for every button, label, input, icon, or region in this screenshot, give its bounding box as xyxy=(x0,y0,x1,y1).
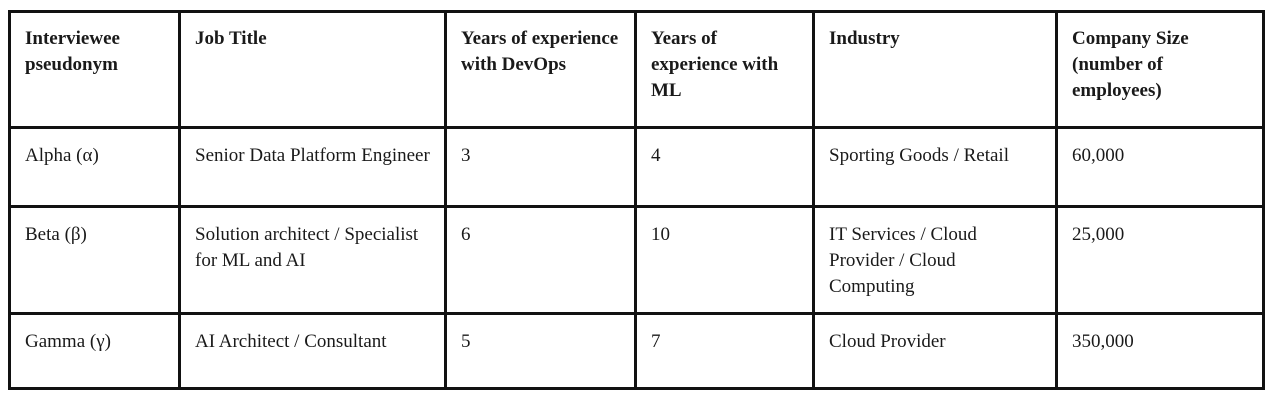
cell-years-ml: 7 xyxy=(634,312,815,390)
cell-job-title: Senior Data Platform Engineer xyxy=(178,126,447,208)
table-row: Beta (β) Solution architect / Specialist… xyxy=(8,205,1265,315)
cell-job-title: Solution architect / Specialist for ML a… xyxy=(178,205,447,315)
cell-years-ml: 4 xyxy=(634,126,815,208)
cell-years-devops: 6 xyxy=(444,205,637,315)
cell-pseudonym: Beta (β) xyxy=(8,205,181,315)
header-row: Interviewee pseudonym Job Title Years of… xyxy=(8,10,1265,129)
cell-years-ml: 10 xyxy=(634,205,815,315)
header-years-devops: Years of experience with DevOps xyxy=(444,10,637,129)
table-row: Alpha (α) Senior Data Platform Engineer … xyxy=(8,126,1265,208)
cell-pseudonym: Alpha (α) xyxy=(8,126,181,208)
cell-industry: Sporting Goods / Retail xyxy=(812,126,1058,208)
cell-job-title: AI Architect / Consultant xyxy=(178,312,447,390)
interviewee-table: Interviewee pseudonym Job Title Years of… xyxy=(8,10,1265,390)
table-row: Gamma (γ) AI Architect / Consultant 5 7 … xyxy=(8,312,1265,390)
cell-company-size: 60,000 xyxy=(1055,126,1265,208)
header-industry: Industry xyxy=(812,10,1058,129)
cell-industry: IT Services / Cloud Provider / Cloud Com… xyxy=(812,205,1058,315)
cell-pseudonym: Gamma (γ) xyxy=(8,312,181,390)
cell-years-devops: 3 xyxy=(444,126,637,208)
cell-company-size: 25,000 xyxy=(1055,205,1265,315)
cell-company-size: 350,000 xyxy=(1055,312,1265,390)
header-company-size: Company Size (number of employees) xyxy=(1055,10,1265,129)
cell-years-devops: 5 xyxy=(444,312,637,390)
header-years-ml: Years of experience with ML xyxy=(634,10,815,129)
cell-industry: Cloud Provider xyxy=(812,312,1058,390)
header-job-title: Job Title xyxy=(178,10,447,129)
header-interviewee-pseudonym: Interviewee pseudonym xyxy=(8,10,181,129)
